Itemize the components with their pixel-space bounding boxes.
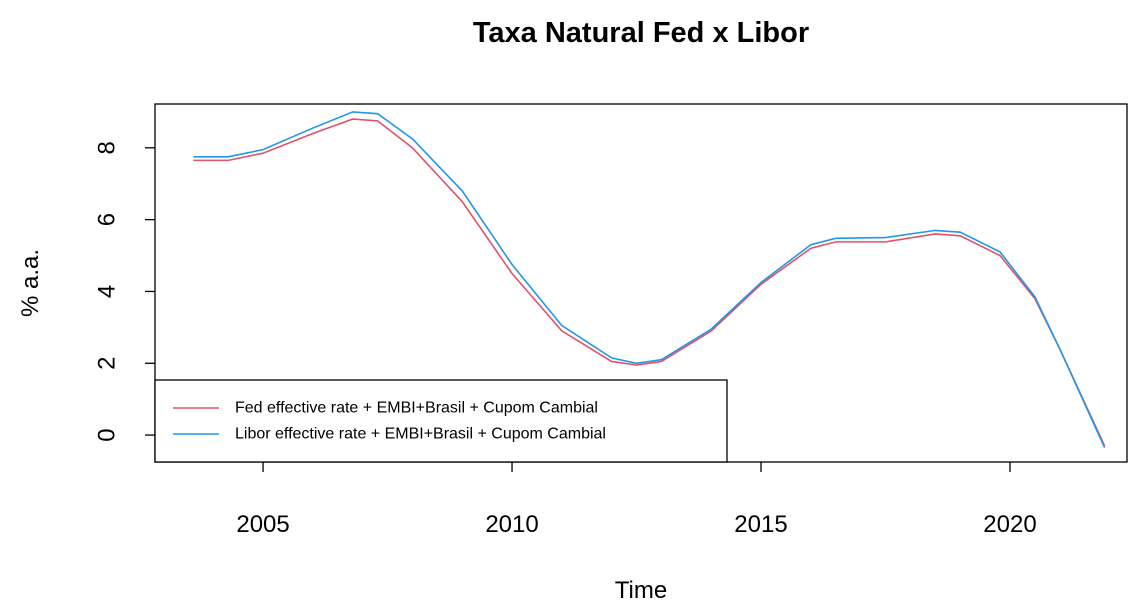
x-axis-label: Time: [615, 577, 667, 604]
series-line: [193, 111, 1106, 448]
y-tick-label: 6: [94, 213, 121, 226]
y-tick-label: 8: [94, 141, 121, 154]
y-axis-label: % a.a.: [17, 249, 44, 317]
x-tick-label: 2005: [236, 511, 289, 538]
legend-label: Fed effective rate + EMBI+Brasil + Cupom…: [235, 400, 598, 417]
y-tick-label: 0: [94, 428, 121, 441]
x-tick-label: 2010: [485, 511, 538, 538]
x-tick-label: 2020: [983, 511, 1036, 538]
chart-title: Taxa Natural Fed x Libor: [473, 17, 809, 49]
series-line: [193, 118, 1106, 447]
legend-label: Libor effective rate + EMBI+Brasil + Cup…: [235, 426, 606, 443]
legend-box: [154, 379, 728, 463]
x-tick-label: 2015: [734, 511, 787, 538]
y-tick-label: 4: [94, 285, 121, 298]
y-tick-label: 2: [94, 357, 121, 370]
